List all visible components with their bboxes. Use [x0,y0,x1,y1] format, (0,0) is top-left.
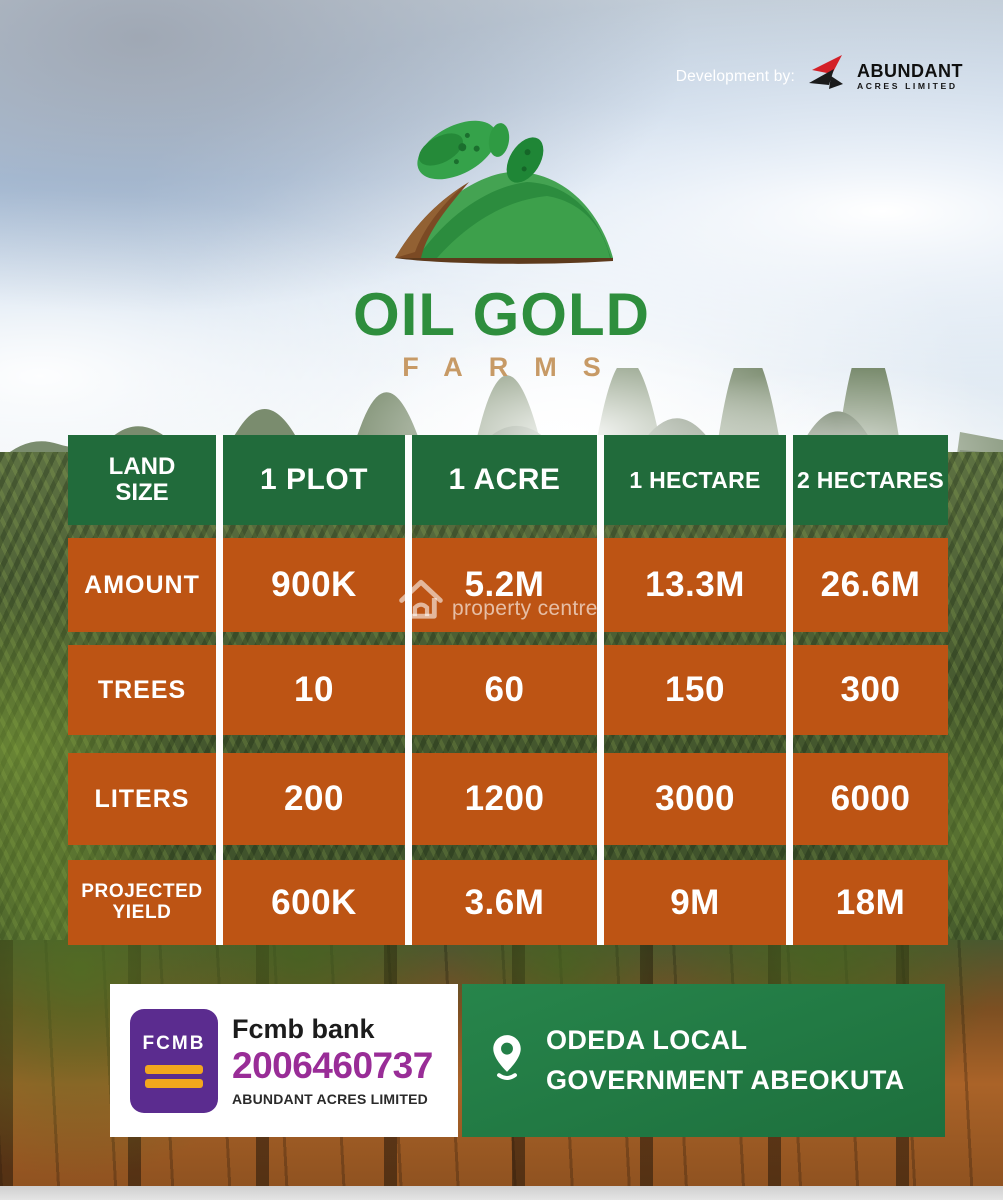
brand-title: OIL GOLD [353,281,650,348]
liters-1-acre: 1200 [412,753,597,845]
yield-1-acre: 3.6M [412,860,597,945]
liters-1-hectare: 3000 [604,753,786,845]
account-number: 2006460737 [232,1045,433,1087]
amount-1-plot: 900K [223,538,405,632]
trees-1-hectare: 150 [604,645,786,735]
header-2-hectares: 2 HECTARES [793,435,948,525]
fcmb-gold-bar [145,1079,203,1088]
location-pin-icon [488,1034,526,1087]
column-divider [786,435,793,945]
amount-2-hectares: 26.6M [793,538,948,632]
row-label-trees: TREES [68,645,216,735]
table-row-trees: TREES 10 60 150 300 [68,645,948,735]
pricing-table: LAND SIZE 1 PLOT 1 ACRE 1 HECTARE 2 HECT… [68,435,948,945]
developer-company: ABUNDANT ACRES LIMITED [857,62,963,91]
header-1-hectare: 1 HECTARE [604,435,786,525]
header-1-plot: 1 PLOT [223,435,405,525]
account-name: ABUNDANT ACRES LIMITED [232,1090,428,1107]
fcmb-logo-icon: FCMB [130,1008,218,1113]
location-line1: ODEDA LOCAL [546,1025,748,1056]
table-row-liters: LITERS 200 1200 3000 6000 [68,753,948,845]
developer-name: ABUNDANT [857,61,963,82]
developer-subname: ACRES LIMITED [857,81,958,92]
amount-1-hectare: 13.3M [604,538,786,632]
location-text: ODEDA LOCAL GOVERNMENT ABEOKUTA [546,1021,905,1099]
row-label-liters: LITERS [68,753,216,845]
photo-bottom-edge [0,1186,1003,1200]
row-label-amount: AMOUNT [68,538,216,632]
trees-1-acre: 60 [412,645,597,735]
liters-2-hectares: 6000 [793,753,948,845]
yield-1-plot: 600K [223,860,405,945]
bank-info: Fcmb bank 2006460737 ABUNDANT ACRES LIMI… [232,1014,433,1107]
column-divider [216,435,223,945]
bank-details-card: FCMB Fcmb bank 2006460737 ABUNDANT ACRES… [110,984,458,1137]
table-row-projected-yield: PROJECTED YIELD 600K 3.6M 9M 18M [68,860,948,945]
yield-2-hectares: 18M [793,860,948,945]
location-card: ODEDA LOCAL GOVERNMENT ABEOKUTA [462,984,945,1137]
table-header-row: LAND SIZE 1 PLOT 1 ACRE 1 HECTARE 2 HECT… [68,435,948,525]
yield-1-hectare: 9M [604,860,786,945]
trees-1-plot: 10 [223,645,405,735]
column-divider [405,435,412,945]
amount-1-acre: 5.2M [412,538,597,632]
bank-name: Fcmb bank [232,1014,375,1045]
row-label-projected-yield: PROJECTED YIELD [68,860,216,945]
oil-gold-farms-logo-icon [377,106,627,289]
location-line2: GOVERNMENT ABEOKUTA [546,1064,905,1095]
fcmb-logo-text: FCMB [142,1033,206,1054]
abundant-acres-logo-icon [804,52,848,101]
liters-1-plot: 200 [223,753,405,845]
header-1-acre: 1 ACRE [412,435,597,525]
column-divider [597,435,604,945]
development-by-label: Development by: [675,67,795,85]
trees-2-hectares: 300 [793,645,948,735]
header-land-size: LAND SIZE [68,435,216,525]
brand-subtitle: FARMS [402,352,627,382]
table-row-amount: AMOUNT 900K 5.2M 13.3M 26.6M [68,538,948,632]
fcmb-gold-bar [145,1065,203,1074]
development-credit: Development by: ABUNDANT ACRES LIMITED [676,52,963,101]
